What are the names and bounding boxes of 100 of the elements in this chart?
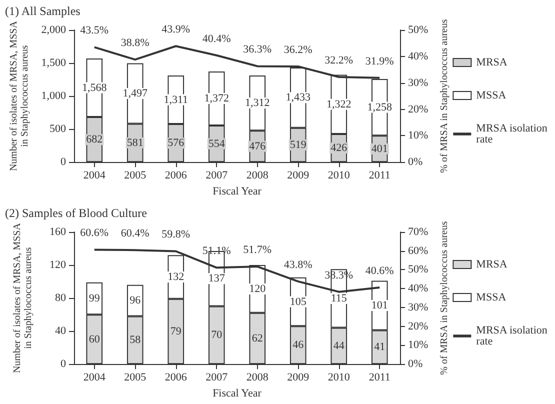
x-tick-label: 2007 [206,372,228,384]
total-label: 1,372 [204,92,229,104]
y2-tick-label: 50% [408,24,428,36]
data-label: 576 [168,137,185,150]
legend-label: MSSA [476,292,506,304]
total-label: 1,258 [367,101,392,114]
data-label: 38.8% [120,37,150,50]
data-label: 51.1% [202,245,231,258]
chart-title: (2) Samples of Blood Culture [5,206,147,220]
y-tick-label: 2,000 [41,24,66,36]
x-tick-label: 2007 [206,170,228,182]
y2-tick-label: 70% [408,226,428,238]
y-axis-title: Number of isolates of MRSA, MSSA in Staphylococcus aureus [12,222,34,374]
y2-axis-title: % of MRSA in Staphylococcus aureus [439,19,450,173]
y2-tick-label: 30% [408,76,428,89]
x-tick-label: 2004 [83,372,106,384]
y-tick-label: 120 [50,259,66,272]
y2-tick-label: 20% [408,320,428,332]
data-label: 36.2% [284,44,312,56]
x-tick-label: 2011 [368,372,390,384]
data-label: 40.6% [365,264,394,277]
x-tick-label: 2004 [83,170,106,182]
x-tick-label: 2005 [124,372,147,384]
data-label: 79 [170,325,182,338]
y-axis-title: Number of isolates of MRSA, MSSA in Staphylococcus aureus [8,20,30,172]
data-label: 58 [130,334,142,346]
total-label: 1,312 [245,97,270,110]
data-label: 44 [333,340,345,352]
y2-tick-label: 0% [408,358,423,370]
data-label: 36.3% [243,44,272,56]
legend-label: MRSA isolation rate [476,122,548,146]
y2-tick-label: 10% [408,130,428,142]
legend-label: MRSA [476,258,508,270]
data-label: 519 [290,138,307,151]
data-label: 476 [249,140,266,152]
total-label: 105 [290,296,307,308]
x-tick-label: 2010 [328,372,350,384]
data-label: 60.4% [120,228,150,240]
chart-title: (1) All Samples [5,4,81,18]
y-tick-label: 1,000 [41,90,66,102]
data-label: 43.9% [162,24,190,36]
data-label: 51.7% [243,244,272,256]
y-tick-label: 160 [50,226,66,238]
x-tick-label: 2010 [328,170,350,182]
legend-label: MRSA isolation rate [476,324,548,348]
data-label: 32.2% [324,54,354,67]
data-label: 43.8% [284,258,312,271]
data-label: 70 [211,329,223,342]
y-tick-label: 0 [60,156,66,168]
y2-tick-label: 20% [408,103,428,116]
total-label: 96 [130,294,142,307]
y2-tick-label: 0% [408,156,423,168]
y2-tick-label: 40% [408,282,428,295]
data-label: 581 [126,136,144,149]
data-label: 60.6% [80,227,109,240]
x-tick-label: 2008 [246,170,269,182]
x-axis-title: Fiscal Year [212,388,262,400]
total-label: 1,322 [326,98,352,110]
total-label: 101 [371,299,388,312]
x-tick-label: 2006 [164,170,188,182]
x-tick-label: 2005 [124,170,147,182]
data-label: 43.5% [80,24,109,37]
total-label: 1,433 [286,92,311,104]
x-tick-label: 2006 [164,372,188,384]
x-tick-label: 2008 [246,372,269,384]
data-label: 426 [330,142,348,154]
data-label: 554 [208,138,226,150]
total-label: 120 [249,282,266,295]
x-axis-title: Fiscal Year [212,186,262,198]
y2-tick-label: 60% [408,244,428,257]
x-tick-label: 2011 [368,170,390,182]
y2-tick-label: 30% [408,301,428,314]
total-label: 1,568 [82,82,108,94]
total-label: 115 [330,292,348,304]
y-tick-label: 80 [55,292,66,304]
y-tick-label: 500 [50,123,66,136]
data-label: 46 [292,339,304,352]
y2-axis-title: % of MRSA in Staphylococcus aureus [439,221,450,375]
x-tick-label: 2009 [287,372,310,384]
y-tick-label: 40 [55,325,66,338]
y-tick-label: 1,500 [41,57,66,70]
data-label: 41 [374,341,386,354]
total-label: 1,311 [164,94,188,106]
data-label: 401 [371,142,388,155]
total-label: 1,497 [122,87,148,100]
legend-label: MRSA [476,56,508,68]
data-label: 60 [88,333,100,346]
data-label: 62 [252,332,263,345]
data-label: 31.9% [365,55,394,68]
total-label: 132 [168,270,184,283]
y2-tick-label: 10% [408,339,428,352]
total-label: 137 [208,272,226,285]
data-label: 40.4% [202,32,231,45]
y-tick-label: 0 [60,358,66,370]
data-label: 682 [86,134,103,146]
x-tick-label: 2009 [287,170,310,182]
legend-label: MSSA [476,90,506,102]
y2-tick-label: 50% [408,264,428,276]
total-label: 99 [88,292,100,304]
y2-tick-label: 40% [408,50,428,62]
